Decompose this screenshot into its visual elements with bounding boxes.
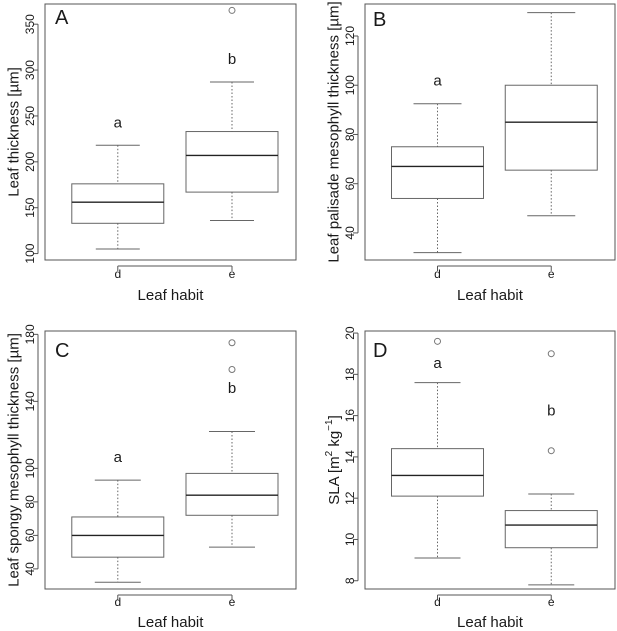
y-tick-label: 18 xyxy=(343,367,357,381)
significance-letter: a xyxy=(114,449,123,466)
box-iqr xyxy=(504,84,598,171)
box-iqr xyxy=(185,472,279,516)
y-tick-label: 14 xyxy=(343,450,357,464)
box-e: b xyxy=(185,339,279,548)
significance-letter: b xyxy=(547,403,555,420)
panel-d: 8 10 12 14 16 18 20 d e a b D Leaf habit SLA [m2 kg−1… xyxy=(324,326,616,631)
x-axis-label: Leaf habit xyxy=(457,287,524,304)
y-tick-label: 80 xyxy=(23,495,37,509)
y-tick-label: 200 xyxy=(23,151,37,171)
x-tick-label-d: d xyxy=(114,267,121,281)
box-iqr xyxy=(504,510,598,549)
x-axis-label: Leaf habit xyxy=(138,287,205,304)
outlier-point xyxy=(547,350,555,358)
y-axis-label: SLA [m2 kg−1] xyxy=(324,415,343,505)
outlier-point xyxy=(434,337,441,345)
panel-b: 40 60 80 100 120 d e a b B Leaf habit Leaf palisade… xyxy=(326,1,616,304)
box-iqr xyxy=(71,516,165,558)
y-axis-label: Leaf thickness [µm] xyxy=(6,67,23,197)
y-tick-label: 40 xyxy=(343,226,357,240)
y-axis-label: Leaf spongy mesophyll thickness [µm] xyxy=(6,333,23,587)
outlier-point xyxy=(228,339,236,347)
box-d: a xyxy=(391,73,484,254)
plot-frame xyxy=(44,330,297,590)
x-tick-label-e: e xyxy=(548,267,555,281)
y-tick-label: 60 xyxy=(23,528,37,542)
y-tick-label: 250 xyxy=(23,106,37,126)
box-d: a xyxy=(71,449,165,583)
box-iqr xyxy=(391,448,484,497)
panel-letter: C xyxy=(55,340,69,362)
plot-frame xyxy=(44,3,297,261)
y-tick-label: 120 xyxy=(343,26,357,46)
box-iqr xyxy=(185,131,279,193)
y-tick-label: 16 xyxy=(343,409,357,423)
y-tick-label: 12 xyxy=(343,491,357,505)
significance-letter: a xyxy=(114,114,123,131)
panel-c: 40 60 80 100 140 180 d e a b C Leaf habit Leaf spong… xyxy=(6,324,297,631)
outlier-point xyxy=(228,366,236,374)
outlier-point xyxy=(547,447,555,455)
box-d: a xyxy=(391,337,484,559)
x-tick-label-e: e xyxy=(229,595,236,609)
x-axis-label: Leaf habit xyxy=(457,614,524,631)
x-tick-label-e: e xyxy=(548,595,555,609)
y-tick-label: 20 xyxy=(343,326,357,340)
y-tick-label: 80 xyxy=(343,127,357,141)
x-tick-label-d: d xyxy=(434,595,441,609)
significance-letter: b xyxy=(228,380,236,397)
box-e: b xyxy=(185,6,279,222)
panel-letter: B xyxy=(373,9,386,31)
y-tick-label: 60 xyxy=(343,177,357,191)
x-tick-label-d: d xyxy=(114,595,121,609)
y-tick-label: 150 xyxy=(23,197,37,217)
box-d: a xyxy=(71,114,165,250)
y-tick-label: 350 xyxy=(23,14,37,34)
outlier-point xyxy=(228,6,236,14)
significance-letter: a xyxy=(433,73,442,90)
y-tick-label: 40 xyxy=(23,562,37,576)
x-tick-label-d: d xyxy=(434,267,441,281)
y-tick-label: 8 xyxy=(343,577,357,584)
y-axis-label: Leaf palisade mesophyll thickness [µm] xyxy=(326,1,343,262)
significance-letter: a xyxy=(433,355,442,372)
y-tick-label: 100 xyxy=(23,458,37,478)
box-e: b xyxy=(504,350,598,586)
box-iqr xyxy=(71,183,165,224)
y-tick-label: 100 xyxy=(343,75,357,95)
significance-letter: b xyxy=(228,51,236,68)
plot-frame xyxy=(364,330,616,590)
box-e: b xyxy=(504,12,598,217)
panel-letter: D xyxy=(373,340,387,362)
panel-a: 100 150 200 250 300 350 d e a b A Leaf habit Leaf th… xyxy=(6,3,297,304)
plot-frame xyxy=(364,3,616,261)
x-tick-label-e: e xyxy=(229,267,236,281)
box-iqr xyxy=(391,146,484,199)
y-tick-label: 300 xyxy=(23,60,37,80)
y-tick-label: 180 xyxy=(23,324,37,344)
panel-letter: A xyxy=(55,7,69,29)
x-axis-label: Leaf habit xyxy=(138,614,205,631)
y-tick-label: 140 xyxy=(23,391,37,411)
y-tick-label: 10 xyxy=(343,532,357,546)
y-tick-label: 100 xyxy=(23,243,37,263)
